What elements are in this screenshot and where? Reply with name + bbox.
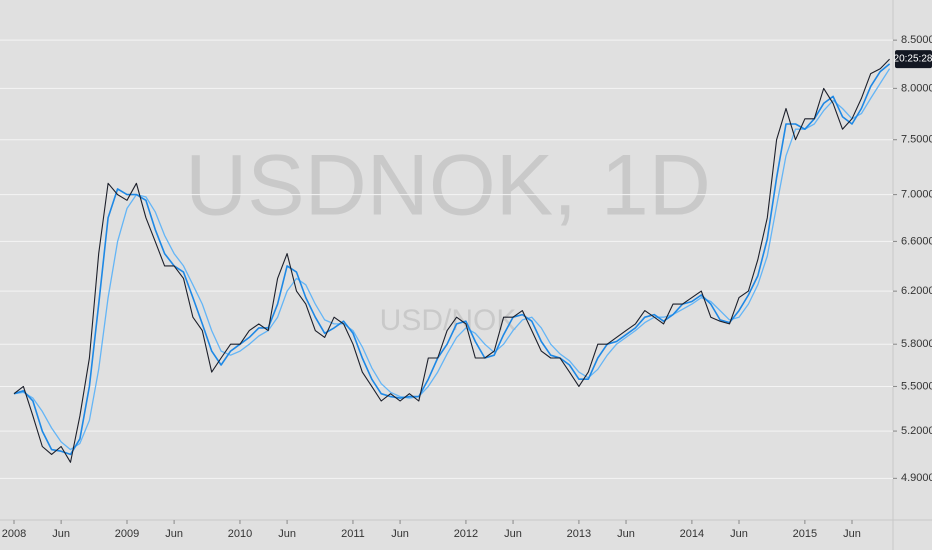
y-tick-label: 8.5000 <box>901 34 932 46</box>
y-tick-label: 5.2000 <box>901 425 932 437</box>
x-tick-label: 2009 <box>115 528 139 540</box>
y-tick-label: 7.5000 <box>901 134 932 146</box>
y-tick-label: 6.2000 <box>901 285 932 297</box>
price-line <box>13 68 891 451</box>
x-tick-label: 2010 <box>228 528 252 540</box>
x-tick-label: Jun <box>730 528 748 540</box>
price-line <box>13 63 891 456</box>
x-tick-label: 2015 <box>793 528 817 540</box>
price-label-box <box>895 50 932 69</box>
price-line <box>13 58 890 463</box>
x-tick-label: Jun <box>165 528 183 540</box>
x-tick-label: Jun <box>391 528 409 540</box>
y-tick-label: 5.8000 <box>901 338 932 350</box>
x-tick-label: 2012 <box>454 528 478 540</box>
y-tick-label: 6.6000 <box>901 235 932 247</box>
y-tick-label: 8.0000 <box>901 82 932 94</box>
subwatermark: USD/NOK <box>380 304 517 337</box>
y-tick-label: 7.0000 <box>901 189 932 201</box>
y-tick-label: 5.5000 <box>901 380 932 392</box>
x-tick-label: 2014 <box>680 528 704 540</box>
x-tick-label: Jun <box>843 528 861 540</box>
y-tick-label: 4.9000 <box>901 472 932 484</box>
watermark: USDNOK, 1D <box>185 138 711 234</box>
x-tick-label: 2008 <box>2 528 26 540</box>
x-tick-label: Jun <box>617 528 635 540</box>
price-label: 20:25:28 <box>894 54 932 65</box>
x-tick-label: 2013 <box>567 528 591 540</box>
x-tick-label: Jun <box>278 528 296 540</box>
x-tick-label: 2011 <box>341 528 365 540</box>
x-tick-label: Jun <box>52 528 70 540</box>
x-tick-label: Jun <box>504 528 522 540</box>
